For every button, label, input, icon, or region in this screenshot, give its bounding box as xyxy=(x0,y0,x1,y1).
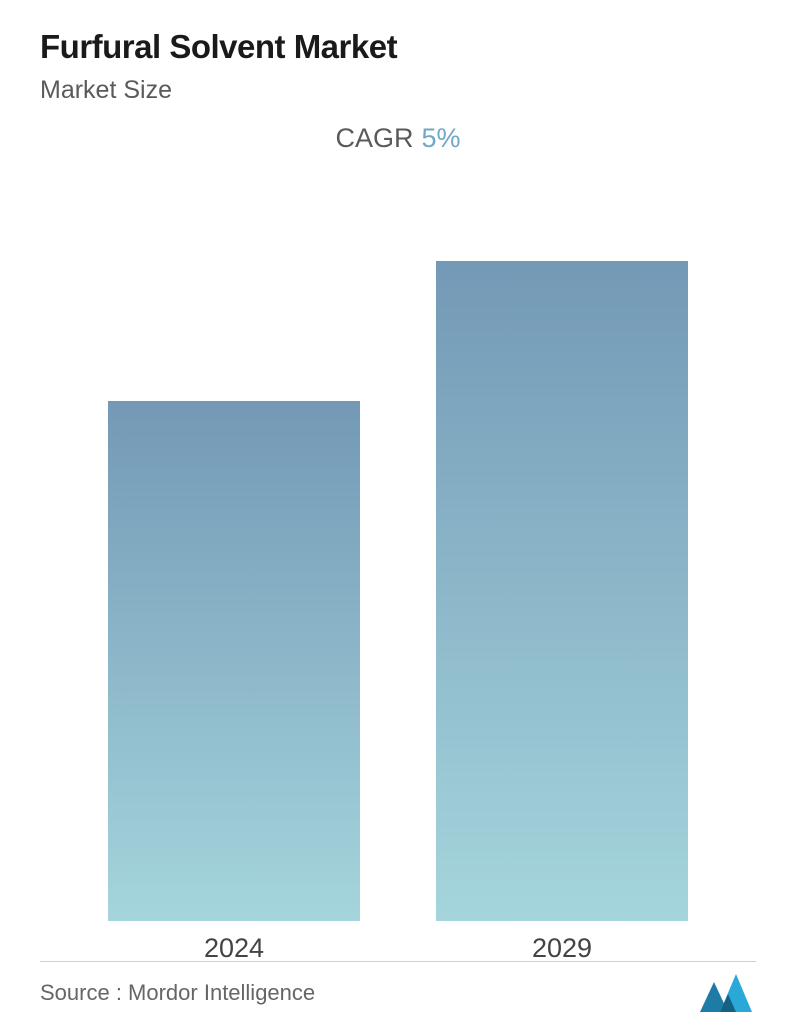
source-text: Source : Mordor Intelligence xyxy=(40,980,315,1006)
chart-area: 2024 2029 xyxy=(40,174,756,1014)
cagr-value: 5% xyxy=(421,123,460,153)
cagr-row: CAGR 5% xyxy=(40,123,756,154)
mordor-logo-icon xyxy=(700,974,756,1012)
bar xyxy=(108,401,360,921)
bar-label: 2024 xyxy=(204,933,264,964)
bar xyxy=(436,261,688,921)
bar-group: 2029 xyxy=(436,261,688,964)
chart-title: Furfural Solvent Market xyxy=(40,28,756,66)
footer: Source : Mordor Intelligence xyxy=(40,961,756,1012)
bar-label: 2029 xyxy=(532,933,592,964)
chart-subtitle: Market Size xyxy=(40,76,756,105)
bar-group: 2024 xyxy=(108,401,360,964)
cagr-label: CAGR xyxy=(335,123,413,153)
